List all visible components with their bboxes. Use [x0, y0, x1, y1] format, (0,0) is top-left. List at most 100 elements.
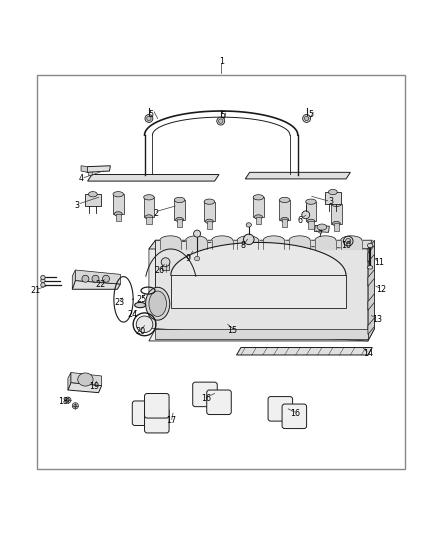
Polygon shape [149, 329, 374, 341]
Text: 3: 3 [328, 197, 333, 206]
FancyBboxPatch shape [282, 404, 307, 429]
Polygon shape [237, 348, 372, 355]
Bar [331, 204, 342, 223]
FancyBboxPatch shape [145, 408, 169, 433]
Ellipse shape [303, 115, 311, 123]
Bar [325, 191, 341, 204]
Text: 24: 24 [127, 310, 138, 319]
Polygon shape [368, 318, 374, 334]
Polygon shape [81, 166, 88, 172]
Text: 13: 13 [372, 314, 381, 324]
Polygon shape [171, 243, 346, 308]
Ellipse shape [219, 119, 223, 123]
Text: 26: 26 [155, 265, 165, 274]
Bar [256, 216, 261, 224]
Bar [282, 219, 287, 227]
Bar [113, 194, 124, 214]
Ellipse shape [306, 199, 316, 204]
Polygon shape [368, 240, 374, 341]
Bar [308, 221, 314, 229]
Ellipse shape [88, 191, 97, 197]
Text: 5: 5 [148, 110, 154, 118]
Ellipse shape [161, 258, 170, 266]
Polygon shape [155, 329, 368, 339]
Text: 4: 4 [78, 174, 84, 183]
FancyBboxPatch shape [132, 401, 157, 425]
Text: 8: 8 [240, 241, 246, 250]
Ellipse shape [279, 197, 290, 203]
Polygon shape [149, 240, 372, 249]
Text: 5: 5 [308, 110, 314, 118]
Text: 12: 12 [376, 285, 386, 294]
Polygon shape [87, 166, 110, 172]
Text: 10: 10 [341, 241, 351, 250]
Ellipse shape [328, 189, 337, 195]
Bar [174, 200, 185, 220]
Ellipse shape [204, 199, 215, 204]
Polygon shape [245, 172, 350, 179]
Ellipse shape [136, 316, 153, 333]
Bar [177, 219, 182, 227]
Polygon shape [368, 294, 374, 310]
Polygon shape [314, 225, 329, 232]
Ellipse shape [194, 256, 200, 261]
Ellipse shape [72, 403, 78, 409]
FancyBboxPatch shape [207, 390, 231, 415]
Bar [162, 262, 169, 270]
Polygon shape [72, 270, 75, 289]
Text: 20: 20 [135, 327, 145, 336]
Ellipse shape [102, 275, 110, 282]
Ellipse shape [145, 215, 153, 219]
Text: 16: 16 [201, 394, 211, 403]
Bar [204, 201, 215, 221]
Polygon shape [155, 240, 368, 341]
Bar [207, 221, 212, 229]
Polygon shape [149, 240, 155, 329]
Ellipse shape [332, 221, 340, 226]
Text: 18: 18 [59, 397, 68, 406]
Bar [116, 214, 121, 221]
Ellipse shape [367, 243, 373, 248]
Text: 7: 7 [317, 230, 322, 239]
Bar [334, 223, 339, 231]
Ellipse shape [145, 115, 153, 123]
Ellipse shape [92, 275, 99, 282]
Ellipse shape [254, 215, 262, 219]
Text: 1: 1 [219, 57, 224, 66]
Bar [253, 197, 264, 217]
Ellipse shape [302, 211, 310, 219]
Bar [279, 200, 290, 220]
Ellipse shape [253, 195, 264, 200]
FancyBboxPatch shape [268, 397, 293, 421]
Text: 14: 14 [363, 349, 373, 358]
Text: 9: 9 [186, 254, 191, 263]
Ellipse shape [205, 219, 213, 223]
Text: 22: 22 [95, 280, 106, 289]
Text: 21: 21 [31, 286, 41, 295]
Text: 25: 25 [136, 295, 147, 304]
Bar [146, 216, 152, 224]
Ellipse shape [144, 195, 154, 200]
FancyBboxPatch shape [193, 382, 217, 407]
Ellipse shape [145, 287, 170, 320]
Ellipse shape [174, 197, 185, 203]
Ellipse shape [246, 223, 251, 227]
Bar [306, 201, 316, 221]
Ellipse shape [41, 282, 45, 287]
Text: 17: 17 [166, 416, 176, 425]
Ellipse shape [74, 404, 77, 407]
Polygon shape [88, 174, 219, 181]
Ellipse shape [194, 230, 201, 237]
Ellipse shape [78, 373, 93, 386]
Ellipse shape [114, 212, 122, 216]
Ellipse shape [281, 217, 289, 222]
Bar [85, 194, 101, 206]
Ellipse shape [135, 302, 145, 308]
Ellipse shape [343, 236, 353, 246]
Ellipse shape [41, 278, 45, 282]
Ellipse shape [346, 238, 351, 244]
Ellipse shape [176, 217, 184, 222]
Bar [37, 75, 405, 469]
Polygon shape [68, 373, 71, 390]
Ellipse shape [307, 219, 315, 223]
